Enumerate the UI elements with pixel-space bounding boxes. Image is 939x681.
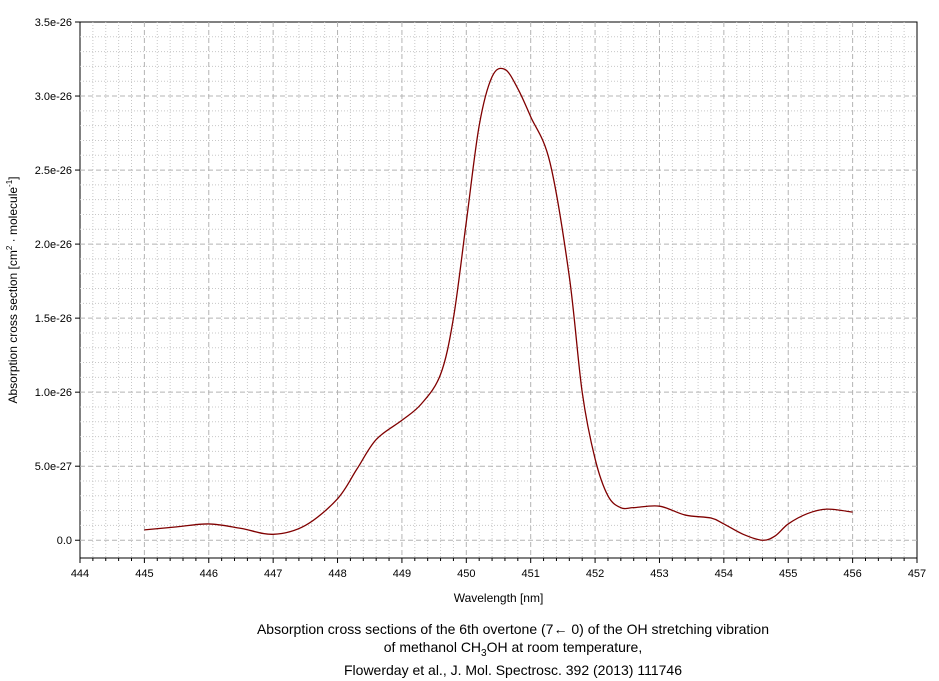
y-tick-labels: 0.0 5.0e-27 1.0e-26 1.5e-26 2.0e-26 2.5e-26 3.… — [35, 17, 72, 547]
x-tick-label: 451 — [522, 568, 540, 580]
x-tick-label: 444 — [71, 568, 89, 580]
caption-line-2-pre: of methanol CH — [383, 639, 482, 655]
y-tick-label: 1.0e-26 — [35, 387, 72, 399]
minor-grid — [80, 22, 917, 558]
series-line-absorption — [144, 67, 853, 541]
caption-line-3: Flowerday et al., J. Mol. Spectrosc. 392… — [344, 662, 682, 678]
axis-ticks — [75, 21, 918, 563]
y-axis-label-post: ] — [6, 176, 20, 179]
x-tick-label: 453 — [650, 568, 668, 580]
x-tick-label: 446 — [200, 568, 218, 580]
y-axis-label-pre: Absorption cross section [cm — [6, 250, 20, 403]
y-tick-label: 2.5e-26 — [35, 165, 72, 177]
y-tick-label: 2.0e-26 — [35, 239, 72, 251]
caption-line-2-sub: 3 — [481, 647, 487, 659]
y-tick-label: 3.5e-26 — [35, 17, 72, 29]
plot-area — [79, 21, 918, 559]
x-tick-label: 449 — [393, 568, 411, 580]
x-tick-label: 448 — [328, 568, 346, 580]
caption-line-1: Absorption cross sections of the 6th ove… — [256, 621, 770, 637]
x-tick-label: 455 — [779, 568, 797, 580]
y-tick-label: 0.0 — [57, 535, 72, 547]
caption-line-2: of methanol CH3OH at room temperature, — [0, 638, 939, 663]
x-tick-label: 450 — [457, 568, 475, 580]
y-axis-label-sup1: 2 — [5, 245, 14, 250]
caption-line-2-post: OH at room temperature, — [486, 639, 643, 655]
y-tick-label: 3.0e-26 — [35, 91, 72, 103]
y-axis-label-sup2: -1 — [5, 179, 14, 187]
x-axis-label: Wavelength [nm] — [454, 591, 544, 605]
y-axis-label-mid: · molecule — [6, 187, 20, 246]
x-tick-label: 452 — [586, 568, 604, 580]
y-tick-label: 1.5e-26 — [35, 313, 72, 325]
x-tick-label: 457 — [908, 568, 926, 580]
x-tick-label: 454 — [715, 568, 733, 580]
x-tick-labels: 444 445 446 447 448 449 450 451 452 453 454 455 456 4… — [71, 568, 926, 580]
x-tick-label: 456 — [843, 568, 861, 580]
y-axis-label: Absorption cross section [cm2 · molecule… — [5, 176, 20, 403]
y-tick-label: 5.0e-27 — [35, 461, 72, 473]
x-tick-label: 447 — [264, 568, 282, 580]
major-grid — [80, 22, 917, 558]
x-tick-label: 445 — [135, 568, 153, 580]
